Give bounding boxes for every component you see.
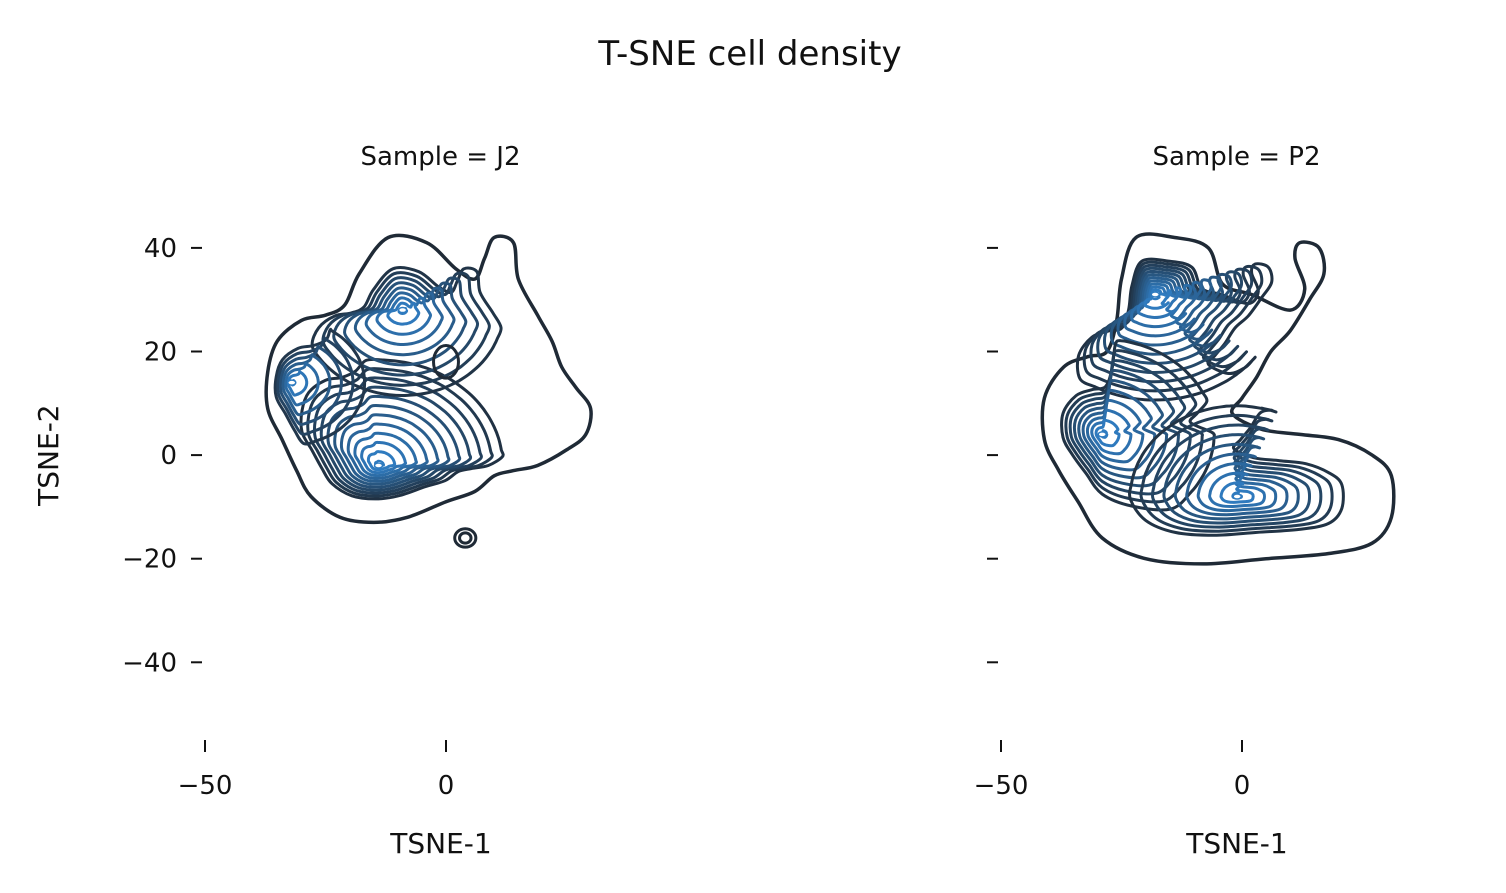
panel-sample-j2: Sample = J2 40 20 0 −20 −40 −50 0 TSNE-1 TSNE-2 — [32, 142, 593, 860]
contour-p2-peak0-ring8 — [1123, 279, 1203, 338]
density-peak-p2-0 — [1150, 291, 1160, 298]
contour-j2-peak1-ring7 — [375, 296, 433, 336]
density-peak-j2-0 — [373, 462, 384, 469]
y-tick-label-j2-3: −20 — [122, 545, 177, 575]
contour-j2-peak0-ring7 — [339, 413, 440, 483]
contour-j2-peak1-ring8 — [386, 301, 421, 326]
density-peak-p2-2 — [1232, 493, 1242, 500]
contour-p2-peak2-ring2 — [1139, 413, 1334, 533]
contour-j2-peak0-ring4 — [319, 385, 473, 492]
contour-p2-peak1-ring9 — [1094, 418, 1121, 448]
contour-p2-peak2-ring1 — [1128, 404, 1345, 537]
contour-j2-peak2-ring2 — [276, 336, 355, 436]
x-tick-label-p2-0: −50 — [974, 771, 1029, 801]
contours-p2 — [1040, 232, 1396, 566]
contour-p2-peak2-ring9 — [1219, 481, 1255, 504]
x-axis-label-p2: TSNE-1 — [1185, 827, 1287, 860]
panel-sample-p2: Sample = P2 −50 0 TSNE-1 — [974, 142, 1396, 860]
contour-p2-peak0-ring2 — [1082, 260, 1264, 393]
contour-j2-peak0-ring9 — [353, 431, 418, 478]
contour-p2-peak0-ring6 — [1109, 272, 1223, 356]
contour-island-j2-0-0 — [453, 527, 478, 549]
contour-j2-peak0-ring11 — [366, 450, 397, 472]
panel-title-j2: Sample = J2 — [360, 142, 520, 172]
contour-j2-peak2-ring3 — [278, 344, 343, 426]
contour-p2-peak1-ring2 — [1064, 349, 1204, 504]
contour-j2-peak1-ring6 — [364, 291, 444, 347]
contour-j2-peak2-ring6 — [286, 370, 309, 397]
y-tick-label-j2-4: −40 — [122, 648, 177, 678]
density-peak-j2-1 — [397, 306, 408, 314]
contour-p2-peak1-ring7 — [1085, 398, 1145, 464]
contour-j2-peak1-ring2 — [321, 271, 491, 387]
figure-title: T-SNE cell density — [597, 34, 901, 74]
contour-p2-peak1-ring4 — [1073, 368, 1181, 488]
contour-j2-peak0-ring3 — [312, 376, 484, 495]
x-tick-label-p2-1: 0 — [1234, 771, 1251, 801]
contour-p2-peak1-ring6 — [1081, 388, 1157, 472]
contour-p2-peak1-ring5 — [1077, 378, 1169, 480]
contour-j2-peak1-ring1 — [310, 266, 503, 398]
contour-j2-peak2-ring1 — [273, 327, 367, 446]
density-peak-p2-1 — [1097, 431, 1107, 438]
y-tick-label-j2-2: 0 — [160, 441, 177, 471]
contour-j2-peak1-ring3 — [332, 276, 480, 377]
contour-j2-peak1-ring4 — [343, 281, 468, 367]
contour-j2-peak1-ring5 — [353, 286, 456, 357]
contour-p2-peak0-ring10 — [1136, 285, 1183, 319]
y-tick-label-j2-1: 20 — [144, 338, 177, 368]
contour-p2-peak2-ring6 — [1185, 452, 1289, 517]
contour-p2-peak0-ring9 — [1130, 282, 1193, 329]
contour-j2-peak2-ring4 — [281, 353, 332, 417]
contour-island-j2-1-0 — [432, 344, 460, 380]
contour-j2-peak2-ring5 — [284, 361, 320, 407]
contour-j2-peak0-ring10 — [360, 440, 408, 475]
contour-p2-peak2-ring3 — [1150, 423, 1323, 529]
contour-outer-j2 — [264, 233, 593, 525]
contour-p2-peak0-ring7 — [1116, 276, 1213, 347]
contour-island-j2-0-1 — [458, 531, 473, 545]
contour-p2-peak1-ring8 — [1090, 408, 1133, 456]
contour-p2-peak0-ring1 — [1075, 257, 1274, 402]
y-axis-label-j2: TSNE-2 — [32, 404, 65, 506]
contour-p2-peak2-ring4 — [1162, 433, 1312, 525]
contour-p2-peak2-ring8 — [1208, 471, 1266, 508]
contour-p2-peak2-ring7 — [1196, 462, 1278, 513]
contour-j2-peak0-ring8 — [346, 422, 429, 480]
contour-p2-peak0-ring11 — [1143, 288, 1172, 310]
x-tick-label-j2-0: −50 — [178, 771, 233, 801]
density-peak-j2-2 — [287, 379, 297, 386]
contours-j2 — [264, 233, 593, 549]
contour-p2-peak2-ring5 — [1173, 442, 1300, 521]
x-axis-label-j2: TSNE-1 — [389, 827, 491, 860]
panel-title-p2: Sample = P2 — [1152, 142, 1320, 172]
contour-outer-p2 — [1040, 232, 1396, 566]
y-tick-label-j2-0: 40 — [144, 234, 177, 264]
x-tick-label-j2-1: 0 — [438, 771, 455, 801]
